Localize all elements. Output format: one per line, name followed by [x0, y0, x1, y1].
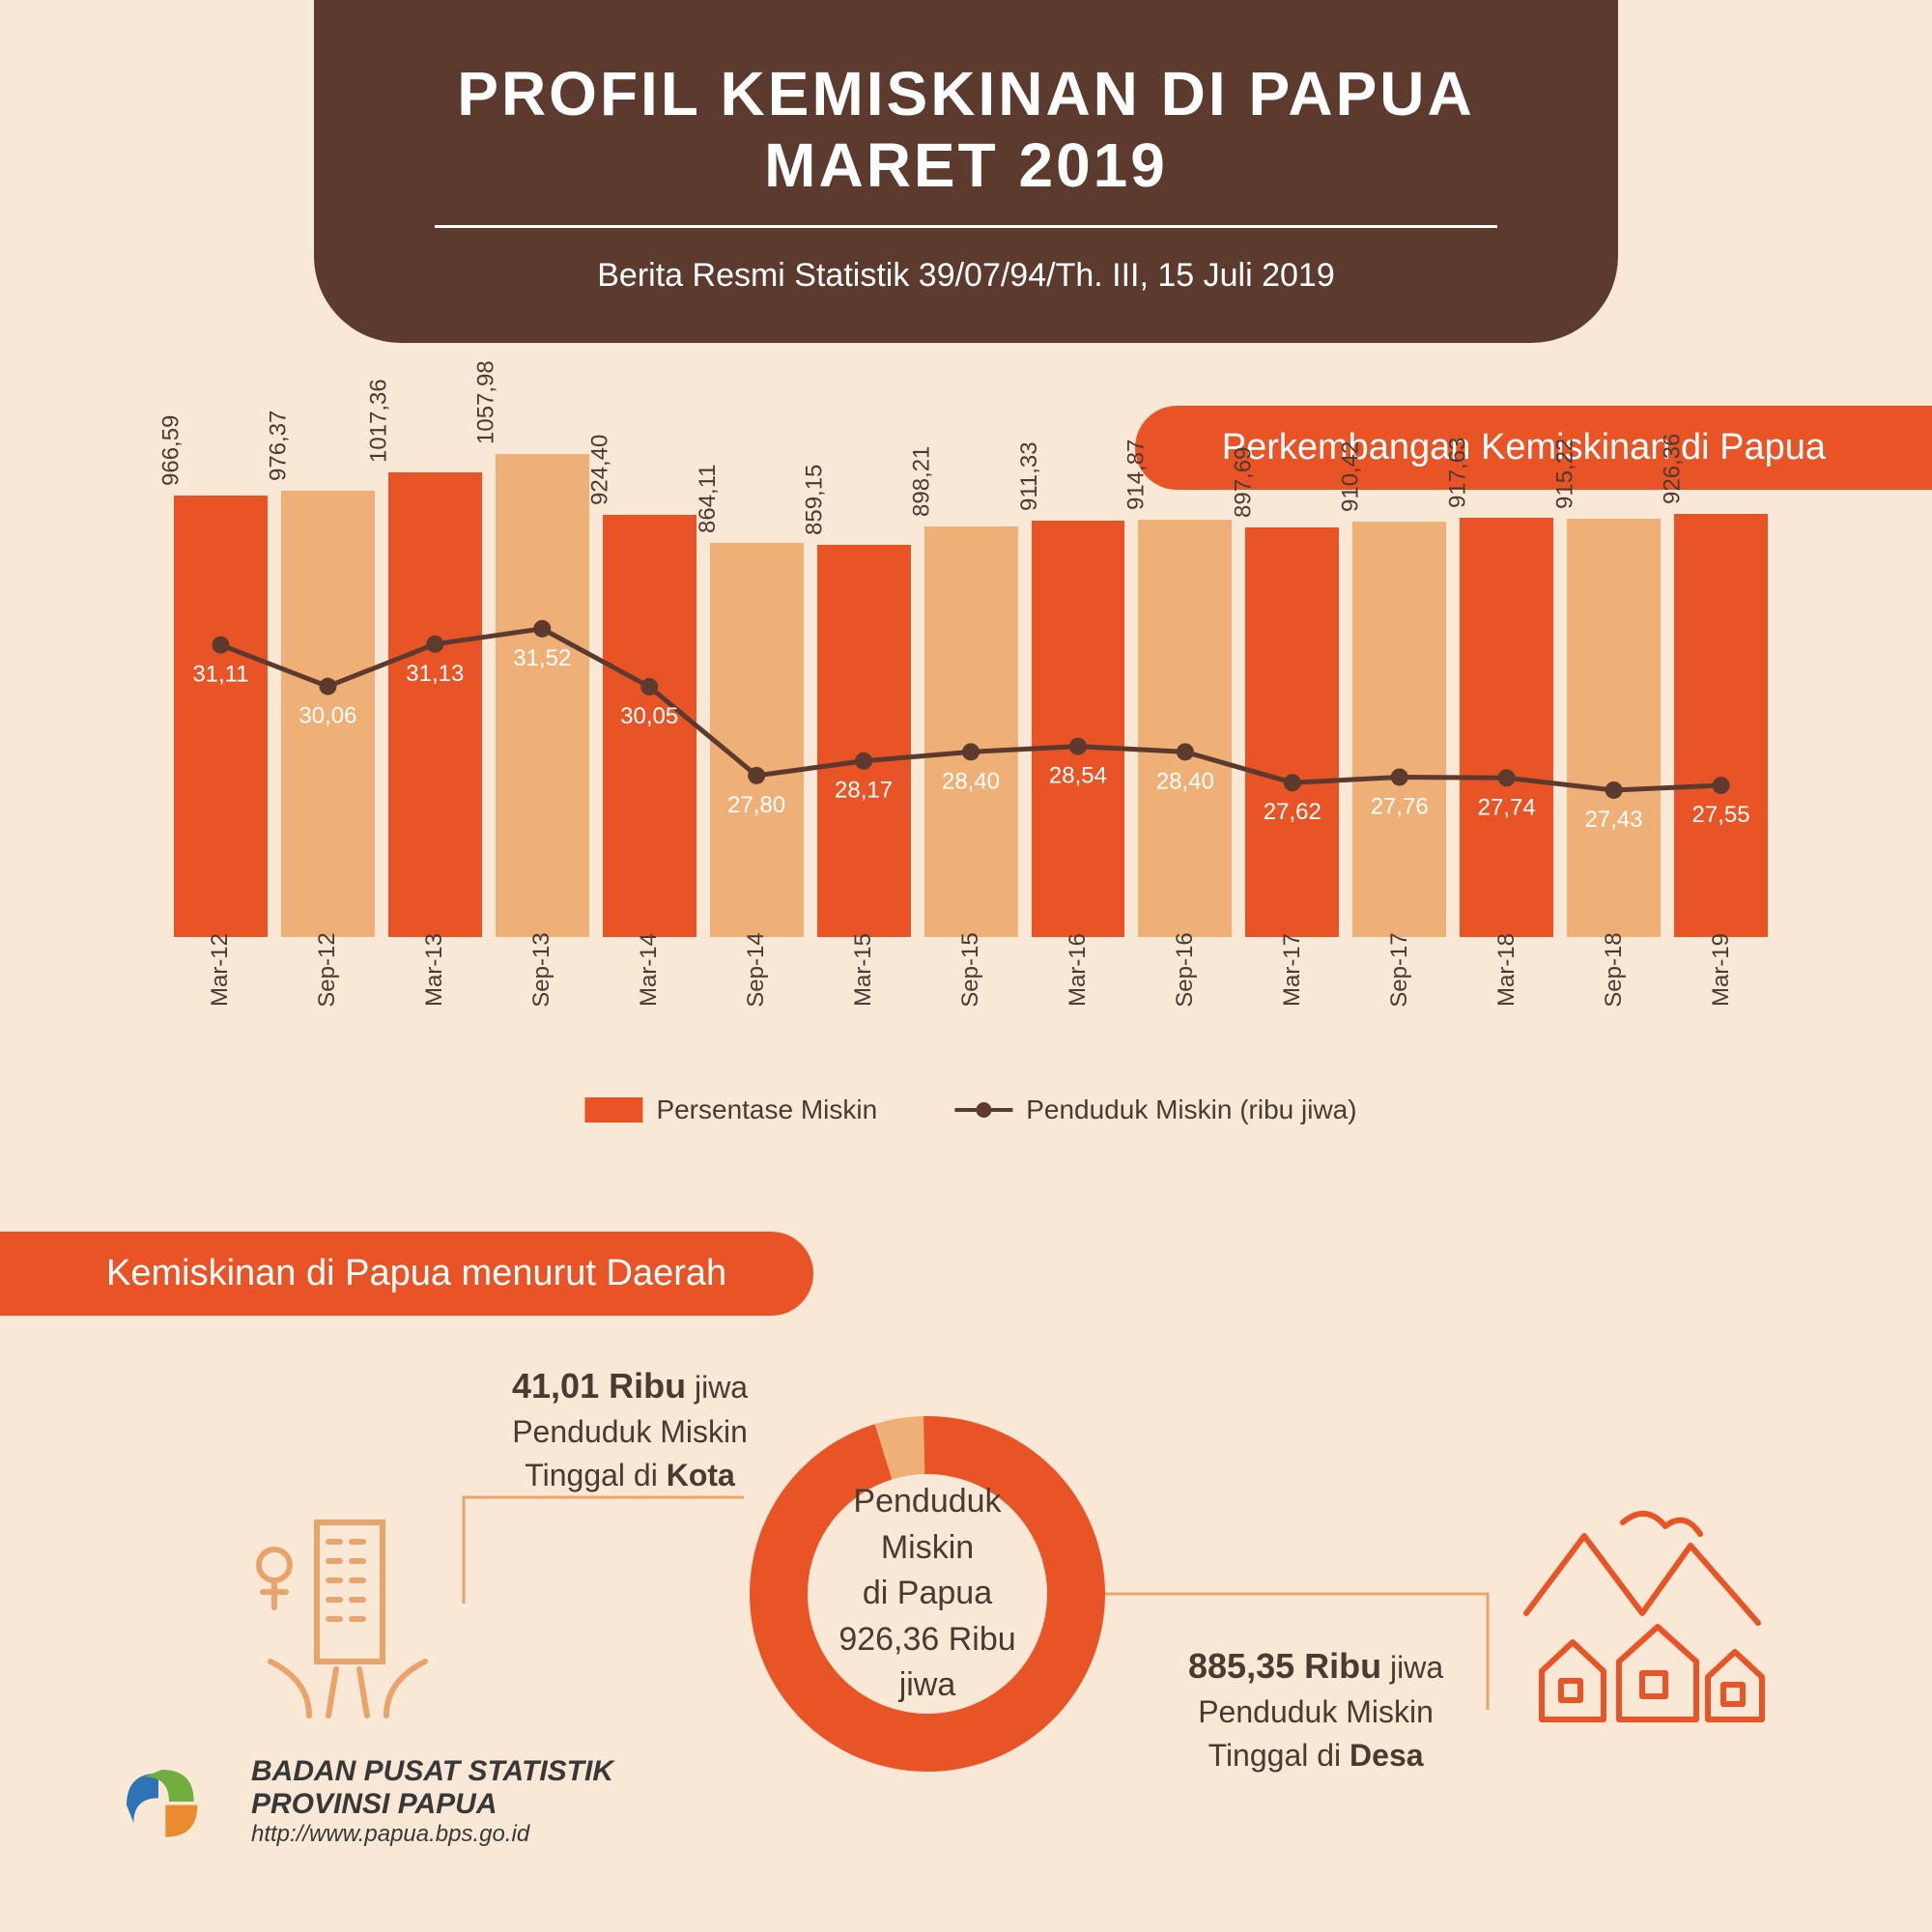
bar: 926,36: [1674, 514, 1768, 937]
bar-rect: 898,21: [924, 526, 1018, 937]
bar-rect: 859,15: [817, 545, 911, 937]
page-title-line2: MARET 2019: [391, 129, 1541, 201]
bar-value-label: 859,15: [801, 464, 828, 534]
section-title-region: Kemiskinan di Papua menurut Daerah: [0, 1232, 813, 1316]
donut-center-line2: di Papua: [831, 1571, 1024, 1617]
bar: 914,87: [1138, 520, 1232, 937]
x-axis-label: Sep-12: [281, 947, 375, 1072]
bar-rect: 1057,98: [496, 454, 589, 937]
x-axis-label: Sep-18: [1567, 947, 1661, 1072]
donut-center-line1: Penduduk Miskin: [831, 1479, 1024, 1571]
bar-rect: 914,87: [1138, 520, 1232, 937]
legend-bar: Persentase Miskin: [584, 1094, 877, 1125]
bar-value-label: 898,21: [908, 446, 935, 517]
kota-line2: Penduduk Miskin: [512, 1410, 748, 1454]
bar: 966,59: [174, 496, 268, 937]
legend-line: Penduduk Miskin (ribu jiwa): [954, 1094, 1356, 1125]
connector-desa: [1092, 1584, 1497, 1777]
x-axis-label: Sep-14: [710, 947, 804, 1072]
footer-org2: PROVINSI PAPUA: [251, 1788, 613, 1821]
bar-value-label: 911,33: [1016, 442, 1043, 512]
x-axis-label: Mar-12: [174, 947, 268, 1072]
bar: 1057,98: [496, 454, 589, 937]
bar-rect: 910,42: [1352, 522, 1446, 937]
x-axis-label: Sep-16: [1138, 947, 1232, 1072]
legend-line-swatch: [954, 1108, 1012, 1112]
x-axis-label: Mar-18: [1460, 947, 1553, 1072]
bar-value-label: 1057,98: [473, 360, 500, 444]
header-banner: PROFIL KEMISKINAN DI PAPUA MARET 2019 Be…: [314, 0, 1618, 343]
bar-value-label: 917,63: [1444, 438, 1471, 508]
bar: 924,40: [603, 515, 696, 937]
legend-bar-swatch: [584, 1097, 642, 1122]
callout-kota: 41,01 Ribu jiwa Penduduk Miskin Tinggal …: [512, 1362, 748, 1497]
bar-value-label: 910,42: [1337, 440, 1364, 511]
footer-text: BADAN PUSAT STATISTIK PROVINSI PAPUA htt…: [251, 1755, 613, 1848]
bar-rect: 897,69: [1245, 527, 1339, 937]
bar-rect: 911,33: [1032, 521, 1125, 937]
bar: 898,21: [924, 526, 1018, 937]
bar-rect: 926,36: [1674, 514, 1768, 937]
header-divider: [435, 225, 1497, 228]
bar: 897,69: [1245, 527, 1339, 937]
city-icon: [232, 1488, 464, 1719]
bar-value-label: 864,11: [695, 464, 722, 533]
x-axis-label: Mar-15: [817, 947, 911, 1072]
bar-rect: 924,40: [603, 515, 696, 937]
village-icon: [1507, 1507, 1777, 1758]
poverty-trend-chart: 966,59976,371017,361057,98924,40864,1185…: [174, 415, 1768, 1072]
connector-kota: [454, 1488, 763, 1681]
page-title-line1: PROFIL KEMISKINAN DI PAPUA: [391, 58, 1541, 129]
bar-rect: 917,63: [1460, 518, 1553, 937]
x-axis-label: Mar-14: [603, 947, 696, 1072]
bar: 915,22: [1567, 519, 1661, 937]
bar: 917,63: [1460, 518, 1553, 937]
x-axis-label: Mar-17: [1245, 947, 1339, 1072]
bar-rect: 915,22: [1567, 519, 1661, 937]
bar: 911,33: [1032, 521, 1125, 937]
bps-logo-icon: [116, 1748, 222, 1855]
x-axis-label: Sep-13: [496, 947, 589, 1072]
bar-value-label: 924,40: [587, 435, 614, 505]
footer: BADAN PUSAT STATISTIK PROVINSI PAPUA htt…: [116, 1748, 613, 1855]
x-axis-label: Sep-15: [924, 947, 1018, 1072]
x-axis-label: Mar-16: [1032, 947, 1125, 1072]
bar: 864,11: [710, 543, 804, 937]
bar-value-label: 966,59: [158, 415, 185, 486]
bar-value-label: 915,22: [1551, 439, 1578, 509]
footer-url: http://www.papua.bps.go.id: [251, 1821, 613, 1848]
bar: 976,37: [281, 491, 375, 937]
bar-rect: 976,37: [281, 491, 375, 937]
kota-value: 41,01 Ribu: [512, 1366, 686, 1406]
bar-value-label: 976,37: [266, 411, 293, 481]
x-axis-label: Mar-13: [388, 947, 482, 1072]
bar-rect: 966,59: [174, 496, 268, 937]
chart-legend: Persentase Miskin Penduduk Miskin (ribu …: [584, 1094, 1356, 1125]
bar-value-label: 914,87: [1122, 439, 1150, 509]
bar-value-label: 897,69: [1230, 446, 1257, 517]
bar: 859,15: [817, 545, 911, 937]
bar-rect: 1017,36: [388, 472, 482, 937]
bar: 910,42: [1352, 522, 1446, 937]
donut-chart: Penduduk Miskin di Papua 926,36 Ribu jiw…: [734, 1401, 1121, 1787]
x-axis-label: Sep-17: [1352, 947, 1446, 1072]
bar-rect: 864,11: [710, 543, 804, 937]
donut-center-line3: 926,36 Ribu jiwa: [831, 1617, 1024, 1709]
x-axis-label: Mar-19: [1674, 947, 1768, 1072]
bar-value-label: 1017,36: [366, 379, 393, 463]
footer-org1: BADAN PUSAT STATISTIK: [251, 1755, 613, 1788]
legend-line-label: Penduduk Miskin (ribu jiwa): [1026, 1094, 1356, 1125]
bar: 1017,36: [388, 472, 482, 937]
legend-bar-label: Persentase Miskin: [656, 1094, 877, 1125]
donut-center-text: Penduduk Miskin di Papua 926,36 Ribu jiw…: [831, 1479, 1024, 1709]
header-subtitle: Berita Resmi Statistik 39/07/94/Th. III,…: [391, 257, 1541, 295]
bar-value-label: 926,36: [1659, 434, 1686, 504]
kota-suffix: jiwa: [686, 1370, 748, 1405]
